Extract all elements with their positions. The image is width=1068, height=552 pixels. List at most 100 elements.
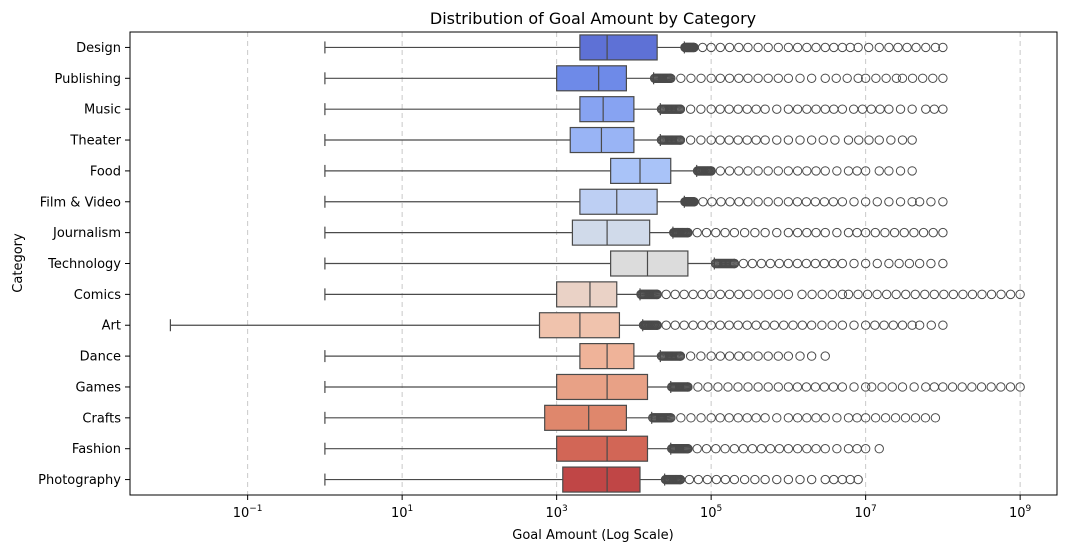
outlier-point bbox=[853, 73, 863, 84]
outlier-point bbox=[929, 289, 940, 300]
outlier-point bbox=[864, 42, 874, 53]
outlier-point bbox=[689, 197, 699, 207]
outlier-point bbox=[829, 474, 839, 485]
x-tick-label: 107 bbox=[855, 504, 877, 521]
outliers bbox=[656, 104, 948, 114]
outlier-point bbox=[810, 197, 821, 207]
outlier-point bbox=[849, 258, 859, 269]
outlier-point bbox=[703, 382, 713, 392]
outlier-point bbox=[828, 197, 839, 207]
outlier-point bbox=[904, 258, 915, 269]
outlier-point bbox=[939, 289, 949, 300]
outlier-point bbox=[724, 73, 735, 84]
outlier-point bbox=[685, 351, 696, 361]
outlier-point bbox=[733, 413, 743, 423]
outlier-point bbox=[753, 351, 763, 361]
outlier-point bbox=[733, 382, 743, 392]
outlier-point bbox=[724, 166, 735, 176]
outlier-point bbox=[792, 382, 803, 392]
outlier-point bbox=[711, 444, 721, 454]
outlier-point bbox=[832, 166, 842, 176]
outlier-point bbox=[747, 444, 758, 454]
outlier-point bbox=[661, 289, 671, 300]
outlier-point bbox=[670, 320, 680, 330]
outlier-point bbox=[686, 73, 696, 84]
outlier-point bbox=[996, 289, 1006, 300]
outlier-point bbox=[715, 320, 725, 330]
outlier-point bbox=[967, 289, 978, 300]
outlier-point bbox=[938, 382, 948, 392]
y-tick-label: Design bbox=[76, 41, 121, 56]
outlier-point bbox=[881, 289, 892, 300]
outlier-point bbox=[926, 320, 936, 330]
outlier-point bbox=[760, 227, 770, 238]
outlier-point bbox=[967, 382, 977, 392]
outlier-point bbox=[763, 289, 773, 300]
outlier-point bbox=[895, 104, 906, 114]
outlier-point bbox=[769, 320, 780, 330]
outlier-point bbox=[688, 289, 698, 300]
y-tick-label: Food bbox=[90, 164, 121, 179]
outlier-point bbox=[795, 73, 805, 84]
outlier-point bbox=[818, 135, 828, 145]
outlier-point bbox=[857, 104, 868, 114]
y-tick-label: Technology bbox=[47, 257, 121, 272]
outlier-point bbox=[910, 289, 920, 300]
outlier-point bbox=[783, 289, 794, 300]
y-tick-label: Music bbox=[84, 103, 121, 118]
outlier-point bbox=[720, 444, 730, 454]
outlier-point bbox=[880, 413, 891, 423]
outlier-point bbox=[783, 258, 794, 269]
box-theater bbox=[324, 126, 917, 154]
outlier-point bbox=[760, 104, 770, 114]
outlier-point bbox=[802, 42, 812, 53]
outlier-point bbox=[679, 320, 689, 330]
outlier-point bbox=[852, 166, 862, 176]
outlier-point bbox=[874, 166, 884, 176]
outlier-point bbox=[686, 413, 696, 423]
outlier-point bbox=[837, 258, 848, 269]
outlier-point bbox=[715, 42, 726, 53]
outlier-point bbox=[696, 351, 706, 361]
outlier-point bbox=[783, 382, 794, 392]
outlier-point bbox=[837, 104, 848, 114]
iqr-box bbox=[556, 373, 649, 401]
iqr-box bbox=[610, 250, 689, 277]
outlier-point bbox=[889, 227, 900, 238]
outlier-point bbox=[783, 474, 794, 485]
outlier-point bbox=[843, 227, 854, 238]
outlier-point bbox=[886, 135, 896, 145]
outlier-point bbox=[848, 104, 859, 114]
outlier-point bbox=[938, 104, 948, 114]
outlier-point bbox=[683, 444, 693, 454]
iqr-box bbox=[562, 466, 641, 493]
outlier-point bbox=[715, 289, 726, 300]
outlier-point bbox=[909, 227, 919, 238]
outlier-point bbox=[921, 42, 931, 53]
outlier-point bbox=[832, 227, 842, 238]
outlier-point bbox=[734, 351, 744, 361]
outlier-point bbox=[860, 227, 871, 238]
outlier-point bbox=[779, 320, 789, 330]
box-film-video bbox=[324, 188, 948, 215]
outlier-point bbox=[872, 197, 882, 207]
outlier-point bbox=[977, 289, 987, 300]
outlier-point bbox=[760, 474, 770, 485]
outlier-point bbox=[706, 289, 716, 300]
outlier-point bbox=[765, 444, 776, 454]
y-tick-label: Dance bbox=[80, 350, 121, 365]
outlier-point bbox=[773, 197, 783, 207]
outlier-point bbox=[866, 104, 876, 114]
outlier-point bbox=[675, 351, 686, 361]
outlier-point bbox=[810, 258, 821, 269]
outlier-point bbox=[676, 413, 686, 423]
outlier-point bbox=[652, 289, 662, 300]
outlier-point bbox=[763, 166, 773, 176]
outlier-point bbox=[830, 135, 840, 145]
outlier-point bbox=[756, 258, 767, 269]
iqr-box bbox=[556, 435, 649, 462]
outlier-point bbox=[907, 197, 917, 207]
outlier-point bbox=[802, 104, 812, 114]
outlier-point bbox=[763, 73, 773, 84]
